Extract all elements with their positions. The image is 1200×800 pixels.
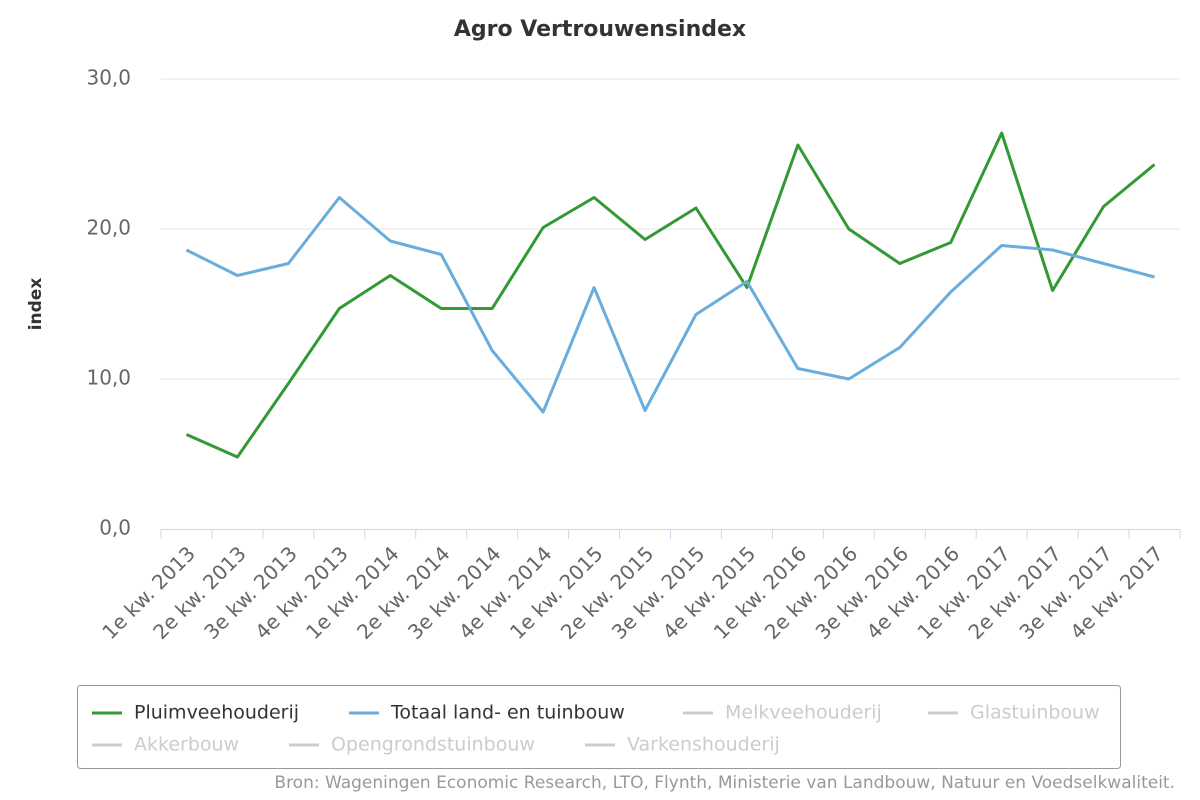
legend-label: Totaal land- en tuinbouw <box>390 702 625 724</box>
y-tick-label: 30,0 <box>86 66 131 90</box>
legend-label: Akkerbouw <box>134 734 239 756</box>
y-tick-label: 0,0 <box>99 516 131 540</box>
y-axis-title: index <box>26 278 46 331</box>
legend-label: Glastuinbouw <box>970 702 1100 724</box>
series-line <box>185 196 1155 414</box>
legend-label: Opengrondstuinbouw <box>331 734 535 756</box>
chart-title: Agro Vertrouwensindex <box>454 17 746 42</box>
legend-label: Varkenshouderij <box>627 734 780 756</box>
legend-box <box>77 685 1121 769</box>
y-tick-label: 10,0 <box>86 366 131 390</box>
series-line <box>185 131 1156 459</box>
legend-label: Pluimveehouderij <box>134 702 299 724</box>
source: Bron: Wageningen Economic Research, LTO,… <box>274 773 1175 793</box>
legend-label: Melkveehouderij <box>725 702 882 724</box>
y-tick-label: 20,0 <box>86 216 131 240</box>
